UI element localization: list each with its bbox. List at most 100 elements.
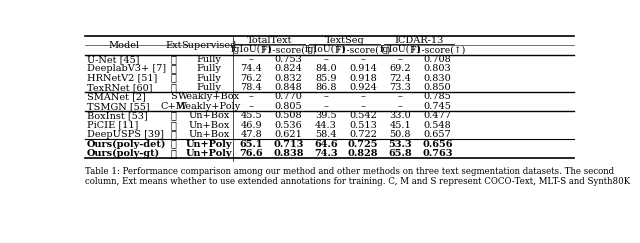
Text: 85.9: 85.9 bbox=[315, 74, 337, 83]
Text: Ours(poly-gt): Ours(poly-gt) bbox=[87, 149, 160, 158]
Text: –: – bbox=[249, 55, 254, 64]
Text: 0.725: 0.725 bbox=[348, 140, 378, 149]
Text: F1-score(↑): F1-score(↑) bbox=[260, 45, 317, 54]
Text: Fully: Fully bbox=[196, 55, 221, 64]
Text: 39.5: 39.5 bbox=[315, 111, 337, 120]
Text: 0.848: 0.848 bbox=[275, 83, 303, 92]
Text: DeepUSPS [39]: DeepUSPS [39] bbox=[87, 130, 164, 139]
Text: Fully: Fully bbox=[196, 64, 221, 73]
Text: ✗: ✗ bbox=[171, 130, 177, 139]
Text: ✗: ✗ bbox=[171, 74, 177, 83]
Text: 47.8: 47.8 bbox=[241, 130, 262, 139]
Text: 0.753: 0.753 bbox=[275, 55, 303, 64]
Text: 0.803: 0.803 bbox=[424, 64, 451, 73]
Text: 0.536: 0.536 bbox=[275, 121, 303, 130]
Text: 84.0: 84.0 bbox=[315, 64, 337, 73]
Text: S: S bbox=[170, 93, 177, 102]
Text: 0.914: 0.914 bbox=[349, 64, 377, 73]
Text: Model: Model bbox=[108, 41, 140, 50]
Text: –: – bbox=[249, 93, 254, 102]
Text: 0.763: 0.763 bbox=[422, 149, 452, 158]
Text: Un+Box: Un+Box bbox=[188, 111, 230, 120]
Text: F1-score(↑): F1-score(↑) bbox=[409, 45, 465, 54]
Text: C+M: C+M bbox=[161, 102, 187, 111]
Text: TSMGN [55]: TSMGN [55] bbox=[87, 102, 150, 111]
Text: 0.542: 0.542 bbox=[349, 111, 377, 120]
Text: TextSeg: TextSeg bbox=[324, 36, 364, 45]
Text: U-Net [45]: U-Net [45] bbox=[87, 55, 140, 64]
Text: 0.830: 0.830 bbox=[424, 74, 451, 83]
Text: 0.657: 0.657 bbox=[424, 130, 451, 139]
Text: 46.9: 46.9 bbox=[241, 121, 262, 130]
Text: 58.4: 58.4 bbox=[315, 130, 337, 139]
Text: ✗: ✗ bbox=[171, 83, 177, 92]
Text: 0.708: 0.708 bbox=[424, 55, 451, 64]
Text: 50.8: 50.8 bbox=[389, 130, 411, 139]
Text: Weakly+Poly: Weakly+Poly bbox=[177, 102, 241, 111]
Text: Un+Box: Un+Box bbox=[188, 130, 230, 139]
Text: 65.8: 65.8 bbox=[388, 149, 412, 158]
Text: 64.6: 64.6 bbox=[314, 140, 337, 149]
Text: 0.918: 0.918 bbox=[349, 74, 377, 83]
Text: Ext: Ext bbox=[166, 41, 182, 50]
Text: 78.4: 78.4 bbox=[241, 83, 262, 92]
Text: –: – bbox=[323, 93, 328, 102]
Text: 0.656: 0.656 bbox=[422, 140, 452, 149]
Text: 44.3: 44.3 bbox=[315, 121, 337, 130]
Text: 76.6: 76.6 bbox=[239, 149, 263, 158]
Text: 0.924: 0.924 bbox=[349, 83, 377, 92]
Text: Un+Poly: Un+Poly bbox=[186, 149, 232, 158]
Text: 86.8: 86.8 bbox=[315, 83, 337, 92]
Text: 76.2: 76.2 bbox=[241, 74, 262, 83]
Text: 33.0: 33.0 bbox=[389, 111, 411, 120]
Text: 72.4: 72.4 bbox=[389, 74, 411, 83]
Text: 45.1: 45.1 bbox=[389, 121, 411, 130]
Text: 73.3: 73.3 bbox=[389, 83, 411, 92]
Text: DeeplabV3+ [7]: DeeplabV3+ [7] bbox=[87, 64, 166, 73]
Text: F1-score(↑): F1-score(↑) bbox=[335, 45, 391, 54]
Text: 74.4: 74.4 bbox=[241, 64, 262, 73]
Text: fgIoU(↑): fgIoU(↑) bbox=[305, 45, 347, 54]
Text: –: – bbox=[360, 55, 365, 64]
Text: 0.838: 0.838 bbox=[273, 149, 304, 158]
Text: Table 1: Performance comparison among our method and other methods on three text: Table 1: Performance comparison among ou… bbox=[85, 167, 630, 186]
Text: 0.770: 0.770 bbox=[275, 93, 303, 102]
Text: ✗: ✗ bbox=[171, 55, 177, 64]
Text: Un+Poly: Un+Poly bbox=[186, 140, 232, 149]
Text: –: – bbox=[249, 102, 254, 111]
Text: ✗: ✗ bbox=[171, 64, 177, 73]
Text: SMANet [2]: SMANet [2] bbox=[87, 93, 146, 102]
Text: 0.508: 0.508 bbox=[275, 111, 302, 120]
Text: Un+Box: Un+Box bbox=[188, 121, 230, 130]
Text: 74.3: 74.3 bbox=[314, 149, 337, 158]
Text: ✗: ✗ bbox=[171, 140, 177, 149]
Text: 45.5: 45.5 bbox=[241, 111, 262, 120]
Text: –: – bbox=[323, 102, 328, 111]
Text: 0.832: 0.832 bbox=[275, 74, 303, 83]
Text: 0.828: 0.828 bbox=[348, 149, 378, 158]
Text: 0.621: 0.621 bbox=[275, 130, 303, 139]
Text: 0.824: 0.824 bbox=[275, 64, 303, 73]
Text: 53.3: 53.3 bbox=[388, 140, 412, 149]
Text: 0.805: 0.805 bbox=[275, 102, 302, 111]
Text: –: – bbox=[397, 102, 403, 111]
Text: ✗: ✗ bbox=[171, 111, 177, 120]
Text: ✗: ✗ bbox=[171, 121, 177, 130]
Text: Fully: Fully bbox=[196, 74, 221, 83]
Text: 0.548: 0.548 bbox=[424, 121, 451, 130]
Text: 69.2: 69.2 bbox=[389, 64, 411, 73]
Text: TexRNet [60]: TexRNet [60] bbox=[87, 83, 152, 92]
Text: Weakly+Box: Weakly+Box bbox=[178, 93, 240, 102]
Text: fgIoU(↑): fgIoU(↑) bbox=[380, 45, 421, 54]
Text: –: – bbox=[397, 55, 403, 64]
Text: 0.513: 0.513 bbox=[349, 121, 377, 130]
Text: 0.477: 0.477 bbox=[424, 111, 451, 120]
Text: ICDAR-13: ICDAR-13 bbox=[394, 36, 444, 45]
Text: –: – bbox=[323, 55, 328, 64]
Text: 65.1: 65.1 bbox=[239, 140, 263, 149]
Text: 0.745: 0.745 bbox=[424, 102, 451, 111]
Text: ✗: ✗ bbox=[171, 149, 177, 158]
Text: HRNetV2 [51]: HRNetV2 [51] bbox=[87, 74, 157, 83]
Text: BoxInst [53]: BoxInst [53] bbox=[87, 111, 148, 120]
Text: Supervised: Supervised bbox=[181, 41, 237, 50]
